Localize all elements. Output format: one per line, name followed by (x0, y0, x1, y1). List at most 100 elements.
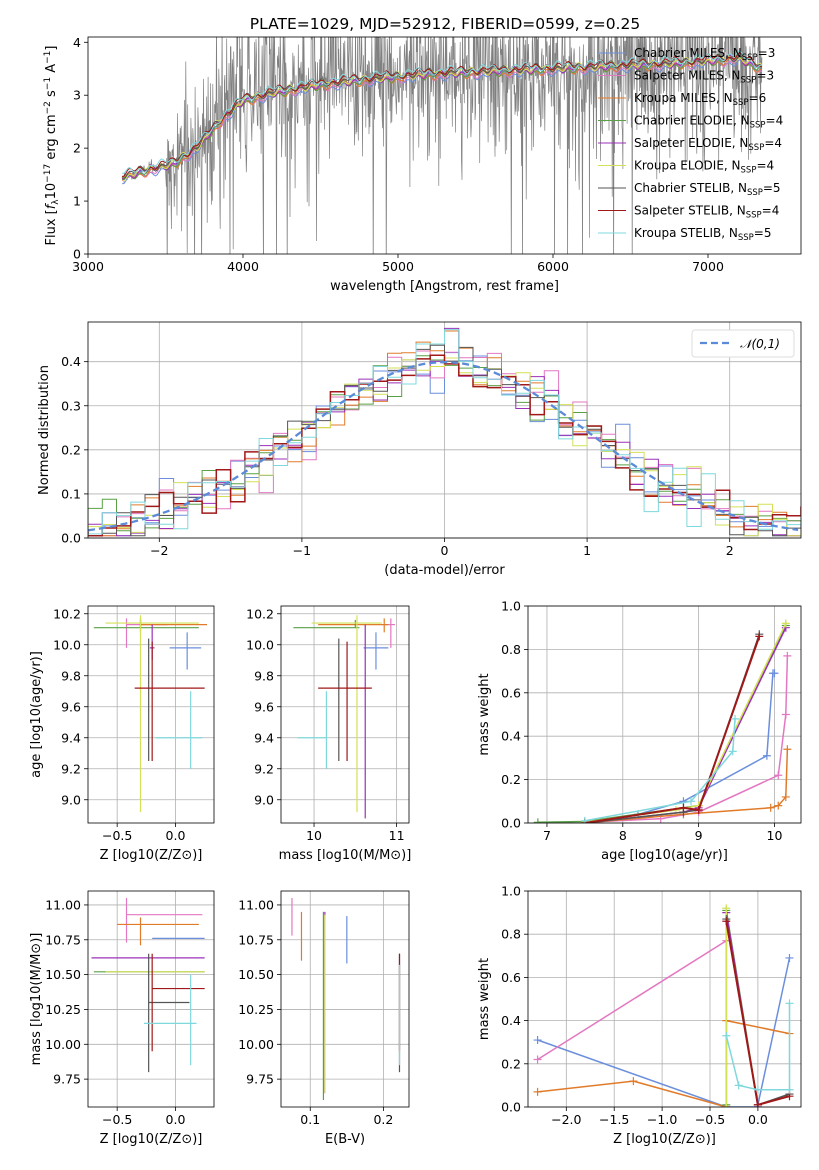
spectrum-ylabel: Flux [fλ10−17 erg cm−2 s−1 A−1] (43, 46, 61, 246)
y-tick-label: 10.0 (246, 637, 274, 652)
x-tick-label: −0.5 (695, 1112, 725, 1127)
weight-point-marker (728, 747, 737, 756)
weight-point-marker (629, 1077, 638, 1086)
legend-label: Salpeter STELIB, NSSP=4 (634, 204, 779, 221)
y-tick-label: 11.00 (45, 897, 81, 912)
x-tick-label: −0.5 (102, 1112, 132, 1127)
mass-vs-Z-ylabel: mass [log10(M/M⊙)] (29, 933, 44, 1066)
weight-point-marker (783, 745, 792, 754)
weight-point-marker (731, 714, 740, 723)
x-tick-label: 11 (389, 828, 405, 843)
weight-point-marker (722, 917, 731, 926)
weight-point-marker (722, 1103, 731, 1107)
y-tick-label: 3 (73, 88, 81, 103)
x-tick-label: 0.1 (300, 1112, 320, 1127)
y-tick-label: 10.75 (45, 932, 81, 947)
y-tick-label: 0.0 (501, 1100, 521, 1115)
legend-label: Salpeter MILES, NSSP=3 (634, 69, 774, 86)
x-tick-label: 0.0 (166, 1112, 186, 1127)
weight-series-line (537, 957, 791, 1107)
x-tick-label: 10 (767, 828, 783, 843)
y-tick-label: 1.0 (501, 599, 521, 614)
legend-label: Kroupa ELODIE, NSSP=4 (634, 159, 774, 176)
normal-reference-curve (88, 360, 799, 532)
weight-point-marker (722, 1031, 731, 1040)
x-tick-label: 5000 (382, 259, 414, 274)
weight-point-marker (785, 999, 794, 1008)
spectrum-model-line (121, 55, 763, 182)
y-tick-label: 10.2 (246, 606, 274, 621)
figure-title: PLATE=1029, MJD=52912, FIBERID=0599, z=0… (250, 15, 640, 33)
y-tick-label: 9.0 (254, 792, 274, 807)
y-tick-label: 9.2 (61, 761, 81, 776)
x-tick-label: 0.0 (166, 828, 186, 843)
y-tick-label: 0.4 (61, 354, 81, 369)
x-tick-label: −1 (293, 543, 311, 558)
mass-weight-vs-Z-axes: −2.0 −1.5 −1.0 −0.5 0.0 0.0 0.2 0.4 0.6 0.8 1.0 (501, 884, 801, 1127)
age-vs-Z-ylabel: age [log10(age/yr)] (29, 651, 44, 778)
y-tick-label: 0.2 (501, 772, 521, 787)
weight-point-marker (781, 619, 790, 628)
weight-point-marker (687, 797, 696, 806)
y-tick-label: 0.4 (501, 729, 521, 744)
y-tick-label: 0.2 (61, 442, 81, 457)
y-tick-label: 10.25 (238, 1002, 274, 1017)
x-tick-label: 4000 (227, 259, 259, 274)
y-tick-label: 9.6 (254, 699, 274, 714)
weight-point-marker (774, 771, 783, 780)
y-tick-label: 9.8 (61, 668, 81, 683)
mass-vs-EBV-frame (280, 890, 410, 1108)
y-tick-label: 10.00 (45, 1037, 81, 1052)
y-tick-label: 11.00 (238, 897, 274, 912)
y-tick-label: 0.8 (501, 642, 521, 657)
spectrum-legend: Chabrier MILES, NSSP=3 Salpeter MILES, NS… (598, 46, 783, 243)
y-tick-label: 0.8 (501, 927, 521, 942)
mass-weight-vs-Z-ylabel: mass weight (477, 958, 492, 1040)
x-tick-label: 0.0 (748, 1112, 768, 1127)
weight-point-marker (580, 816, 589, 823)
weight-point-marker (722, 904, 731, 913)
histogram-plot (88, 327, 801, 537)
y-tick-label: 0.6 (501, 685, 521, 700)
x-tick-label: 7000 (692, 259, 724, 274)
y-tick-label: 10.00 (238, 1037, 274, 1052)
histogram-series (88, 329, 801, 537)
mass-vs-EBV-xlabel: E(B-V) (325, 1132, 365, 1147)
histogram-frame (87, 321, 802, 539)
y-tick-label: 0.1 (61, 486, 81, 501)
weight-point-marker (533, 1036, 542, 1045)
x-tick-label: 8 (619, 828, 627, 843)
y-tick-label: 9.75 (246, 1072, 274, 1087)
legend-label: Kroupa STELIB, NSSP=5 (634, 226, 772, 243)
x-tick-label: −2 (150, 543, 168, 558)
weight-point-marker (766, 803, 775, 812)
x-tick-label: −1.5 (599, 1112, 629, 1127)
legend-label: Chabrier STELIB, NSSP=5 (634, 181, 781, 198)
spectrum-axes: 3000 4000 5000 6000 7000 0 1 2 3 4 (72, 35, 724, 274)
weight-series-line (584, 623, 787, 823)
weight-point-marker (533, 818, 542, 823)
y-tick-label: 0.3 (61, 398, 81, 413)
y-tick-label: 9.0 (61, 792, 81, 807)
weight-point-marker (734, 1081, 743, 1090)
histogram-axes: −2 −1 0 1 2 0.0 0.1 0.2 0.3 0.4 (61, 322, 801, 558)
y-tick-label: 10.75 (238, 932, 274, 947)
mass-weight-vs-age-axes: 7 8 9 10 0.0 0.2 0.4 0.6 0.8 1.0 (501, 599, 801, 843)
age-vs-Z-plot (93, 615, 207, 813)
x-tick-label: 3000 (72, 259, 104, 274)
plot-group: 3000 4000 5000 6000 7000 0 1 2 3 4 wavelength [Ang… (29, 35, 802, 1147)
age-vs-Z-frame (87, 605, 215, 824)
y-tick-label: 4 (73, 35, 81, 50)
weight-point-marker (753, 1100, 762, 1107)
y-tick-label: 9.2 (254, 761, 274, 776)
mass-weight-vs-Z-xlabel: Z [log10(Z/Z⊙)] (613, 1132, 716, 1147)
weight-point-marker (694, 805, 703, 814)
weight-series-line (584, 627, 787, 823)
x-tick-label: 0 (441, 543, 449, 558)
weight-point-marker (770, 669, 779, 678)
weight-point-marker (785, 1085, 794, 1094)
age-vs-mass-xlabel: mass [log10(M/M⊙)] (279, 848, 412, 863)
weight-series-line (584, 636, 761, 823)
weight-point-marker (762, 751, 771, 760)
